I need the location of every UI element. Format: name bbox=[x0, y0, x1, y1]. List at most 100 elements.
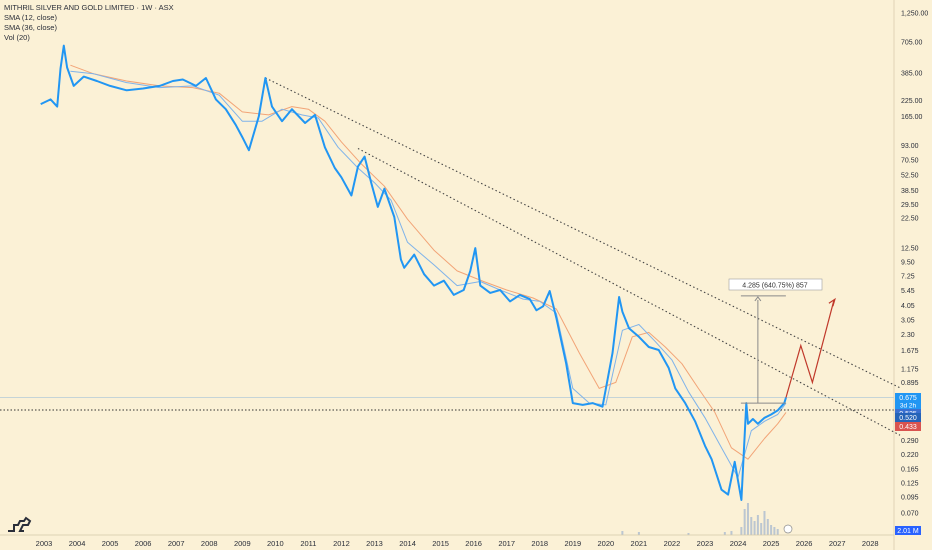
x-tick-label: 2004 bbox=[69, 539, 86, 548]
volume-bar bbox=[760, 523, 763, 535]
volume-bar bbox=[776, 529, 779, 535]
y-tick-label: 165.00 bbox=[901, 114, 923, 121]
sma-12-path bbox=[70, 70, 787, 478]
y-tick-label: 0.165 bbox=[901, 467, 919, 474]
price-path bbox=[40, 44, 787, 501]
x-tick-label: 2016 bbox=[465, 539, 482, 548]
x-tick-label: 2011 bbox=[300, 539, 316, 548]
y-tick-label: 705.00 bbox=[901, 40, 923, 47]
volume-badge-value: 2.01 M bbox=[897, 528, 919, 535]
x-tick-label: 2019 bbox=[564, 539, 581, 548]
y-tick-label: 12.50 bbox=[901, 246, 919, 253]
y-tick-label: 1,250.00 bbox=[901, 11, 928, 18]
y-tick-label: 93.00 bbox=[901, 143, 919, 150]
y-tick-label: 1.175 bbox=[901, 366, 919, 373]
x-tick-label: 2027 bbox=[829, 539, 846, 548]
sma-12-legend[interactable]: SMA (12, close) bbox=[4, 13, 57, 22]
sma36-badge bbox=[895, 422, 921, 431]
x-tick-label: 2017 bbox=[498, 539, 515, 548]
y-tick-label: 0.070 bbox=[901, 510, 919, 517]
x-tick-label: 2018 bbox=[531, 539, 548, 548]
y-tick-label: 385.00 bbox=[901, 71, 923, 78]
time-axis[interactable]: 2003 2004 2005 2006 2007 2008 2009 2010 2011 2012… bbox=[36, 539, 879, 548]
line-badge-value: 0.520 bbox=[899, 415, 917, 422]
measure-arrow bbox=[754, 296, 762, 302]
y-tick-label: 0.220 bbox=[901, 452, 919, 459]
x-tick-label: 2003 bbox=[36, 539, 53, 548]
y-tick-label: 38.50 bbox=[901, 188, 919, 195]
x-tick-label: 2025 bbox=[763, 539, 780, 548]
y-tick-label: 5.45 bbox=[901, 288, 915, 295]
x-tick-label: 2009 bbox=[234, 539, 251, 548]
volume-bar bbox=[740, 527, 743, 535]
measure-tool[interactable]: 4.285 (640.75%) 857 bbox=[728, 278, 823, 404]
x-tick-label: 2008 bbox=[201, 539, 218, 548]
event-icon bbox=[783, 524, 793, 534]
sma-12-line bbox=[70, 70, 787, 478]
volume-bar bbox=[687, 533, 690, 535]
price-line bbox=[40, 44, 787, 501]
y-tick-label: 29.50 bbox=[901, 202, 919, 209]
trendlines[interactable] bbox=[265, 77, 901, 436]
x-tick-label: 2015 bbox=[432, 539, 449, 548]
x-tick-label: 2012 bbox=[333, 539, 350, 548]
price-badge-countdown: 3d 2h bbox=[900, 403, 917, 410]
y-tick-label: 4.05 bbox=[901, 303, 915, 310]
price-badges: 0.675 3d 2h 0.525 0.520 0.433 2.01 M bbox=[895, 393, 921, 535]
y-tick-label: 70.50 bbox=[901, 157, 919, 164]
x-tick-label: 2026 bbox=[796, 539, 813, 548]
chart-legend: MITHRIL SILVER AND GOLD LIMITED · 1W · A… bbox=[4, 3, 174, 43]
volume-bars bbox=[621, 503, 779, 535]
events-marker[interactable] bbox=[783, 524, 793, 534]
symbol-title[interactable]: MITHRIL SILVER AND GOLD LIMITED · 1W · A… bbox=[4, 3, 174, 12]
volume-legend[interactable]: Vol (20) bbox=[4, 33, 30, 42]
sma-36-path bbox=[70, 64, 787, 460]
x-tick-label: 2022 bbox=[664, 539, 681, 548]
y-tick-label: 0.125 bbox=[901, 481, 919, 488]
volume-bar bbox=[756, 515, 759, 535]
volume-bar bbox=[753, 521, 756, 535]
volume-bar bbox=[637, 532, 640, 535]
y-tick-label: 0.895 bbox=[901, 380, 919, 387]
x-tick-label: 2020 bbox=[598, 539, 615, 548]
volume-bar bbox=[770, 525, 773, 535]
volume-bar bbox=[621, 531, 624, 535]
x-tick-label: 2006 bbox=[135, 539, 152, 548]
y-tick-label: 7.25 bbox=[901, 273, 915, 280]
x-tick-label: 2021 bbox=[631, 539, 648, 548]
measure-label: 4.285 (640.75%) 857 bbox=[742, 283, 807, 290]
volume-badge bbox=[895, 526, 921, 535]
y-tick-label: 9.50 bbox=[901, 260, 915, 267]
volume-bar bbox=[746, 503, 749, 535]
y-tick-label: 1.675 bbox=[901, 348, 919, 355]
x-tick-label: 2014 bbox=[399, 539, 416, 548]
projection-arrow bbox=[828, 297, 836, 307]
y-tick-label: 52.50 bbox=[901, 172, 919, 179]
x-tick-label: 2023 bbox=[697, 539, 714, 548]
volume-bar bbox=[773, 527, 776, 535]
volume-bar bbox=[766, 519, 769, 535]
y-tick-label: 0.095 bbox=[901, 495, 919, 502]
volume-bar bbox=[763, 511, 766, 535]
price-badge bbox=[895, 393, 921, 409]
x-tick-label: 2007 bbox=[168, 539, 185, 548]
x-tick-label: 2013 bbox=[366, 539, 383, 548]
price-badge-value: 0.675 bbox=[899, 395, 917, 402]
projection-line bbox=[785, 300, 835, 398]
trendline bbox=[265, 77, 901, 389]
horizontal-line[interactable] bbox=[0, 397, 894, 411]
line-badge bbox=[895, 413, 921, 422]
x-tick-label: 2024 bbox=[730, 539, 747, 548]
sma36-badge-value: 0.433 bbox=[899, 424, 917, 431]
y-tick-label: 0.290 bbox=[901, 438, 919, 445]
projection-path[interactable] bbox=[785, 297, 836, 398]
volume-bar bbox=[730, 531, 733, 535]
tradingview-logo[interactable] bbox=[8, 516, 32, 532]
volume-bar bbox=[750, 517, 753, 535]
y-tick-label: 225.00 bbox=[901, 98, 923, 105]
sma-36-legend[interactable]: SMA (36, close) bbox=[4, 23, 57, 32]
logo-icon bbox=[8, 516, 32, 532]
y-tick-label: 3.05 bbox=[901, 318, 915, 325]
